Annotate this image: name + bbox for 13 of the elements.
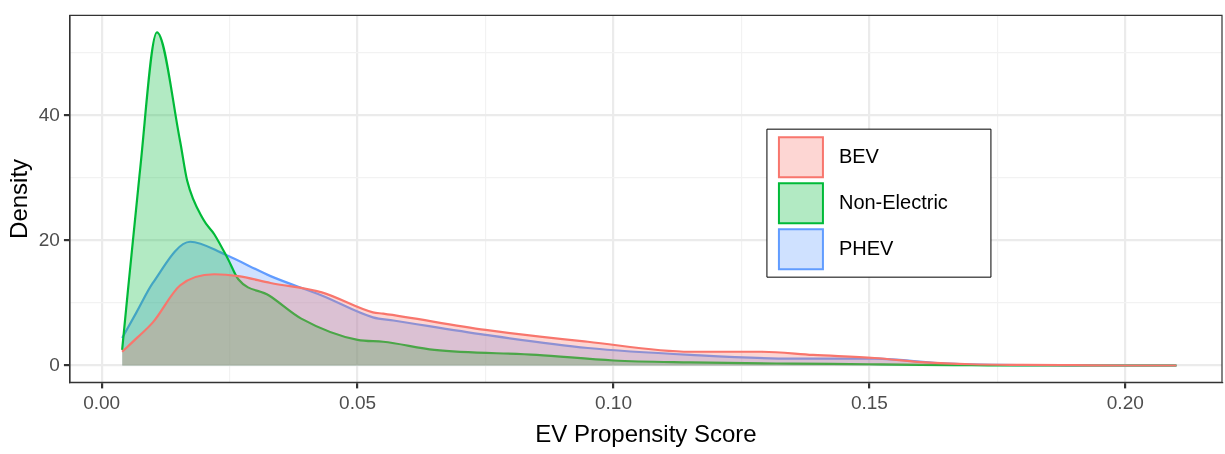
x-tick-label: 0.20 [1106, 392, 1144, 414]
y-axis-title: Density [5, 158, 33, 239]
x-tick-label: 0.15 [850, 392, 888, 414]
x-tick-label: 0.00 [83, 392, 121, 414]
legend-label: Non-Electric [838, 190, 948, 213]
x-axis-title: EV Propensity Score [535, 420, 757, 448]
y-tick-label: 0 [49, 353, 60, 375]
x-tick-label: 0.10 [594, 392, 632, 414]
y-tick-label: 20 [38, 228, 60, 250]
y-tick-label: 40 [38, 103, 60, 125]
x-tick-label: 0.05 [339, 392, 377, 414]
legend-label: PHEV [838, 236, 895, 259]
legend-label: BEV [838, 144, 880, 167]
